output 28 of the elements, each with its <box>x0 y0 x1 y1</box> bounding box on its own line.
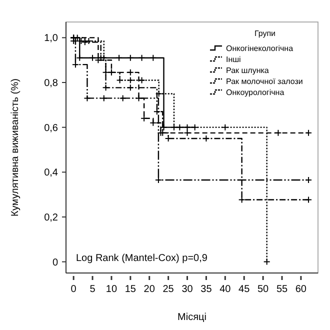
x-tick-label: 30 <box>182 284 194 295</box>
legend-label: Онкоурологічна <box>226 88 285 97</box>
y-tick-label: 0,2 <box>44 212 58 224</box>
x-tick-label: 15 <box>124 284 136 295</box>
x-tick-label: 35 <box>200 284 212 295</box>
x-tick-label: 60 <box>295 284 307 295</box>
x-tick-label: 5 <box>90 284 96 295</box>
y-tick-label: 0 <box>52 257 58 268</box>
x-tick-label: 0 <box>70 284 77 295</box>
annotation: Log Rank (Mantel-Cox) p=0,9 <box>76 253 208 264</box>
y-tick-label: 0,8 <box>44 78 58 90</box>
y-axis-title: Кумулятивна виживаність (%) <box>10 78 21 216</box>
legend-title: Групи <box>254 29 276 38</box>
y-tick-label: 1,0 <box>44 33 58 44</box>
x-tick-label: 10 <box>106 284 118 295</box>
x-tick-label: 50 <box>257 284 270 295</box>
legend-label: Рак молочної залози <box>226 76 303 86</box>
x-tick-label: 40 <box>220 284 232 295</box>
legend-label: Онкогінекологічна <box>226 44 294 53</box>
y-tick-label: 0,6 <box>44 122 58 134</box>
legend-label: Інші <box>226 54 242 64</box>
x-tick-label: 55 <box>276 284 288 295</box>
x-tick-label: 25 <box>162 284 174 295</box>
y-tick-label: 0,4 <box>44 168 58 179</box>
x-axis-title: Місяці <box>178 312 206 323</box>
x-tick-label: 45 <box>238 284 250 295</box>
x-tick-label: 20 <box>144 284 156 295</box>
legend-label: Рак шлунка <box>226 66 270 75</box>
